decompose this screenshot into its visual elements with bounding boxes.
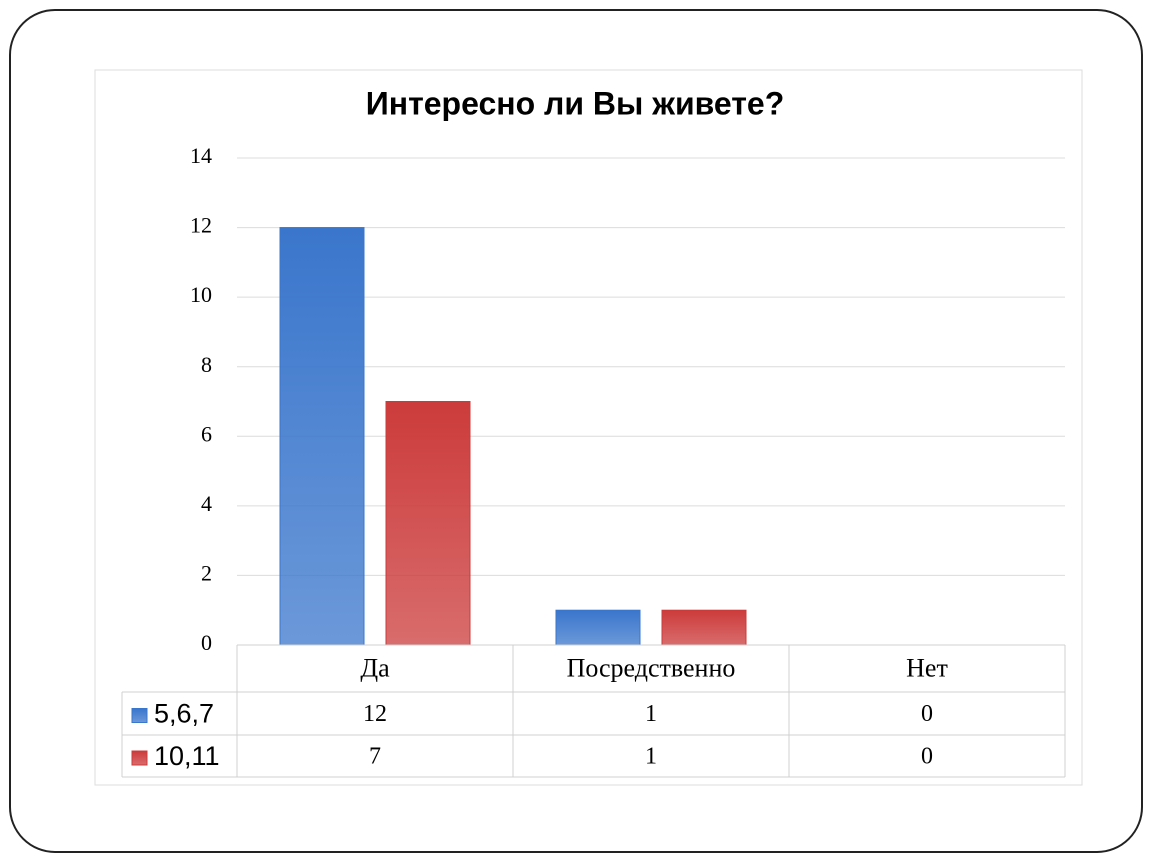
chart-area: [94, 69, 1083, 786]
y-tick-label: 0: [201, 630, 212, 655]
y-tick-label: 12: [190, 213, 212, 238]
bar: [555, 609, 641, 646]
y-tick-label: 2: [201, 560, 212, 585]
chart-title: Интересно ли Вы живете?: [366, 85, 785, 121]
table-cell: 1: [645, 744, 657, 770]
legend-label: 10,11: [154, 741, 220, 771]
x-tick-label: Посредственно: [567, 653, 736, 682]
table-cell: 7: [369, 744, 381, 770]
y-tick-label: 14: [190, 143, 212, 168]
table-cell: 1: [645, 701, 657, 727]
x-tick-label: Нет: [906, 653, 948, 682]
legend-label: 5,6,7: [154, 699, 214, 729]
table-cell: 0: [921, 744, 933, 770]
table-cell: 0: [921, 701, 933, 727]
table-cell: 12: [363, 701, 387, 727]
bar: [279, 227, 365, 646]
y-tick-label: 10: [190, 282, 212, 307]
x-tick-label: Да: [360, 653, 390, 682]
legend-swatch: [131, 708, 148, 723]
bar: [385, 401, 471, 646]
y-tick-label: 8: [201, 352, 212, 377]
y-tick-label: 4: [201, 491, 212, 516]
y-tick-label: 6: [201, 421, 212, 446]
legend-swatch: [131, 750, 148, 766]
bar: [661, 609, 747, 646]
